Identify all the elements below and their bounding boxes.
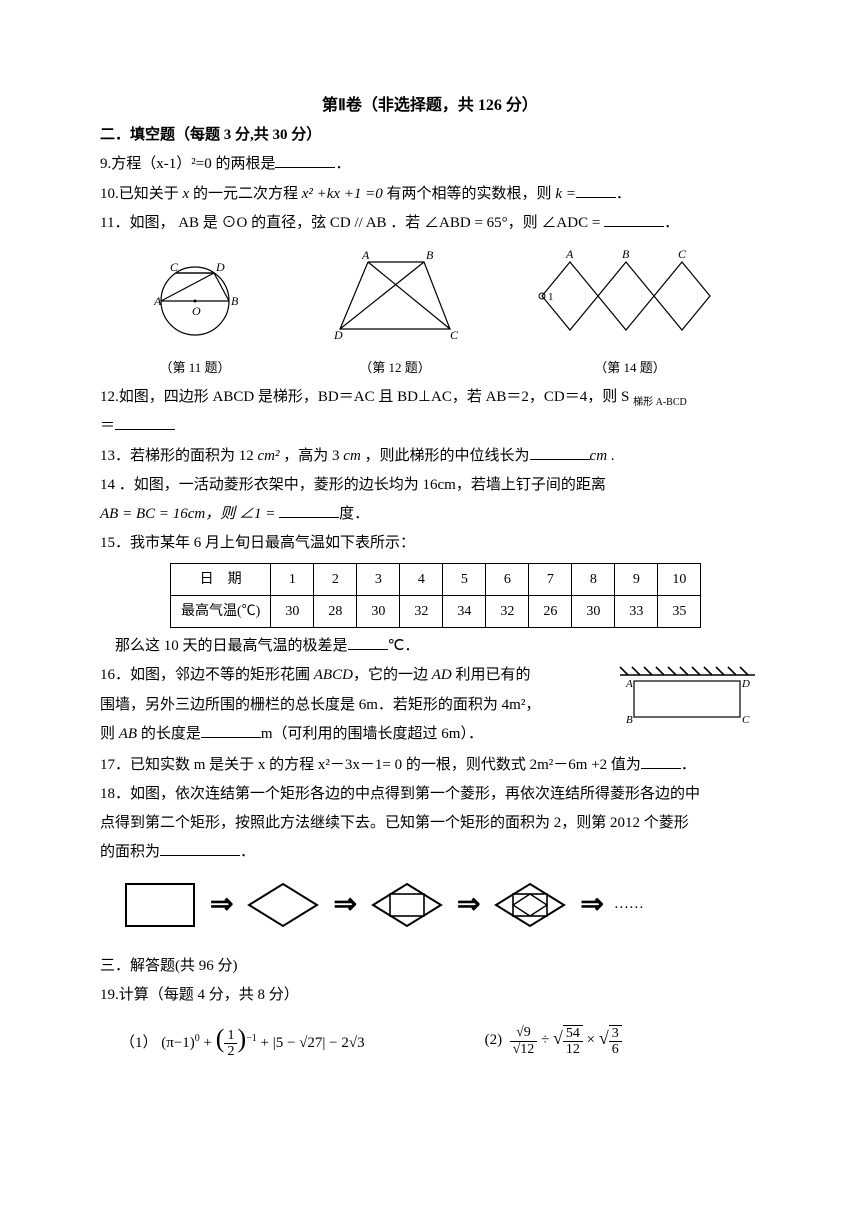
question-14: 14 ．如图，一活动菱形衣架中，菱形的边长均为 16cm，若墙上钉子间的距离 [100,471,760,500]
question-18: 18．如图，依次连结第一个矩形各边的中点得到第一个菱形，再依次连结所得菱形各边的… [100,780,760,809]
svg-text:1: 1 [548,291,554,303]
arrow-icon: ⇒ [210,891,233,919]
svg-text:C: C [170,260,179,274]
blank[interactable] [348,634,388,650]
blank[interactable] [604,211,664,227]
question-17: 17．已知实数 m 是关于 x 的方程 x²－3x－1= 0 的一根，则代数式 … [100,751,760,780]
blank[interactable] [275,152,335,168]
temperature-table: 日 期 12345678910 最高气温(℃) 3028303234322630… [170,563,701,629]
svg-text:B: B [426,248,434,262]
question-12: 12.如图，四边形 ABCD 是梯形，BD＝AC 且 BD⊥AC，若 AB＝2，… [100,383,760,413]
blank[interactable] [530,444,590,460]
figure-q12-trapezoid: A B C D [320,244,470,344]
question-11: 11．如图， AB 是 ⊙O 的直径，弦 CD // AB ．若 ∠ABD = … [100,209,760,238]
svg-text:D: D [333,328,343,342]
svg-text:B: B [626,714,633,726]
svg-text:A: A [361,248,370,262]
section-solve: 三．解答题(共 96 分) [100,952,760,981]
blank[interactable] [160,840,240,856]
question-9: 9.方程（x-1）²=0 的两根是． [100,150,760,179]
svg-text:A: A [565,247,574,261]
blank[interactable] [279,502,339,518]
arrow-icon: ⇒ [457,891,480,919]
svg-text:D: D [741,678,750,690]
page-title: 第Ⅱ卷（非选择题，共 126 分） [100,90,760,121]
figure-q14-rhombus: A B C 1 [530,244,730,344]
question-13: 13．若梯形的面积为 12 cm² ，高为 3 cm ，则此梯形的中位线长为cm… [100,442,760,471]
blank[interactable] [576,182,616,198]
svg-text:A: A [625,678,633,690]
question-19: 19.计算（每题 4 分，共 8 分） [100,981,760,1010]
svg-text:A: A [153,294,162,308]
figure-q11-circle: A B C D O [130,249,260,344]
blank[interactable] [115,414,175,430]
svg-text:B: B [231,294,239,308]
svg-text:B: B [622,247,630,261]
svg-text:C: C [742,714,750,726]
question-15: 15．我市某年 6 月上旬日最高气温如下表所示： [100,529,760,558]
blank[interactable] [201,722,261,738]
figure-q18-sequence: ⇒ ⇒ ⇒ ⇒ …… [120,876,760,934]
svg-text:D: D [215,260,225,274]
svg-text:O: O [192,304,201,318]
blank[interactable] [641,753,681,769]
section-fill-blank: 二．填空题（每题 3 分,共 30 分） [100,121,760,150]
question-10: 10.已知关于 x 的一元二次方程 x² +kx +1 =0 有两个相等的实数根… [100,180,760,209]
svg-text:C: C [678,247,687,261]
figure-row: A B C D O （第 11 题） A B C D （第 12 题） [100,244,760,381]
svg-text:C: C [450,328,459,342]
arrow-icon: ⇒ [333,891,356,919]
figure-q16-rect: A D B C [610,665,760,746]
question-19-expressions: （1） (π−1)0 + (12)−1 + |5 − √27| − 2√3 (2… [100,1014,760,1065]
arrow-icon: ⇒ [580,891,603,919]
